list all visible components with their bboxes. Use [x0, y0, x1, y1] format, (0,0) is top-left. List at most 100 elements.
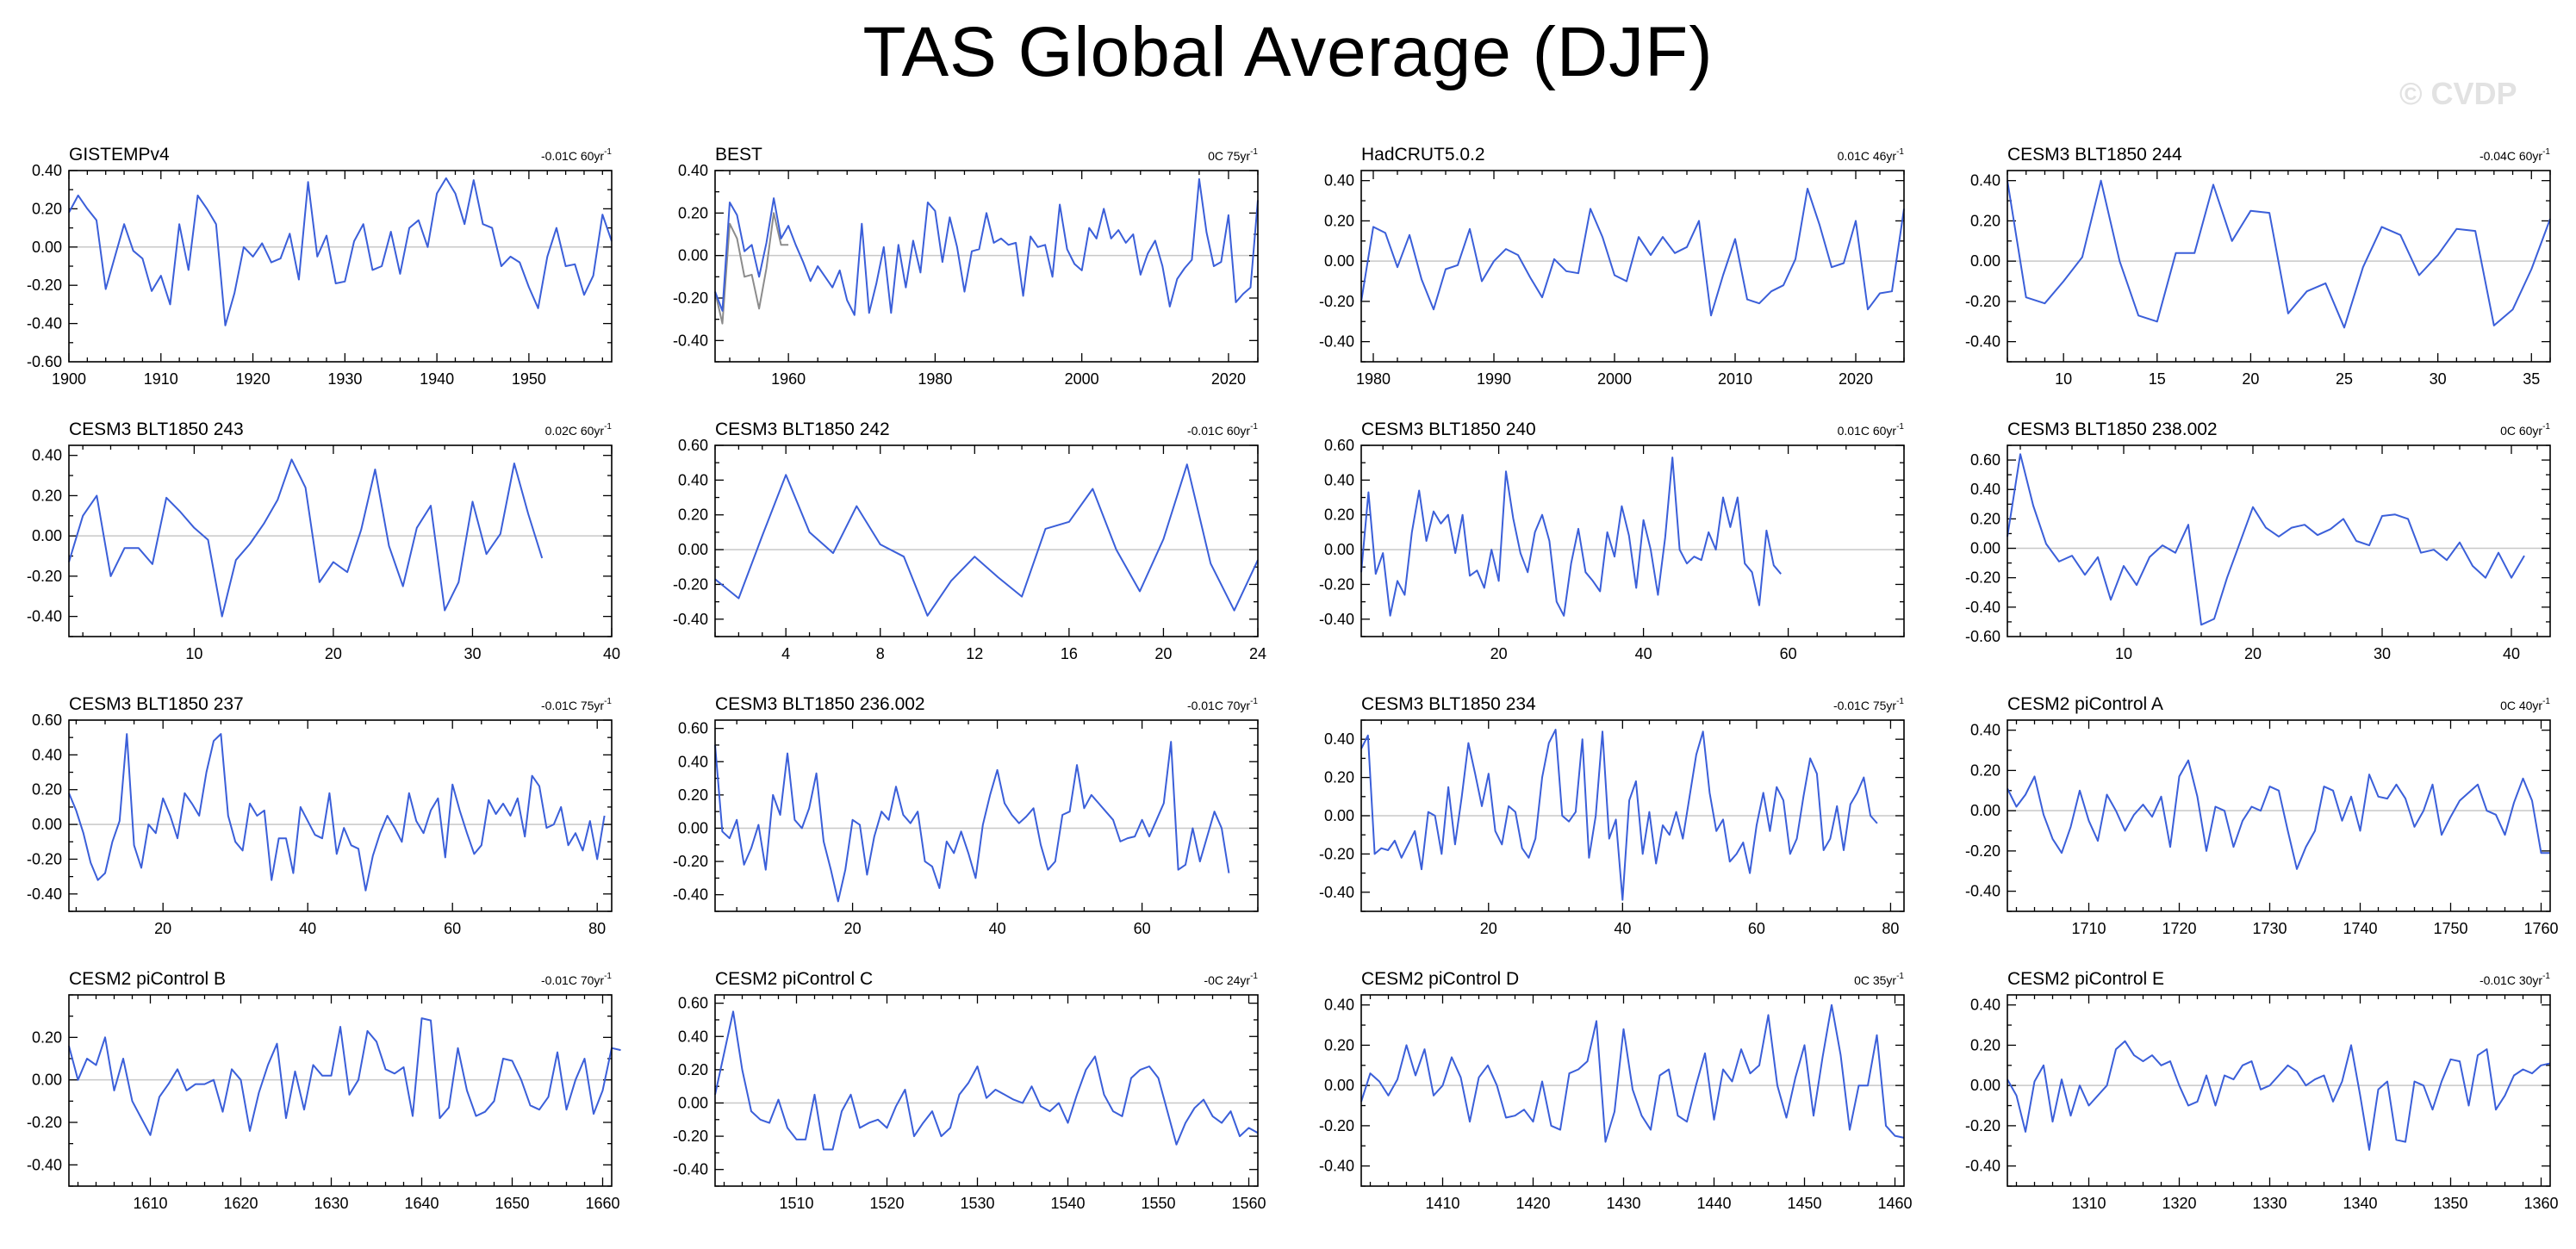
x-tick-label: 2000 [1597, 370, 1632, 388]
y-tick-label: 0.60 [678, 995, 708, 1012]
y-tick-label: -0.20 [673, 1128, 708, 1145]
series-line [1360, 729, 1878, 901]
y-tick-label: -0.40 [673, 886, 708, 904]
panel-trend-label: -0.01C 70yr-1 [1187, 697, 1258, 712]
y-tick-label: 0.00 [32, 527, 62, 544]
y-tick-label: 0.20 [32, 781, 62, 798]
y-tick-label: -0.20 [1319, 845, 1354, 862]
panel-title: CESM3 BLT1850 243 [69, 419, 244, 439]
y-tick-label: -0.40 [27, 608, 62, 625]
trend-exponent: -1 [2542, 972, 2550, 981]
y-tick-label: 0.00 [678, 541, 708, 558]
x-tick-label: 1730 [2252, 920, 2287, 937]
y-tick-label: 0.20 [32, 200, 62, 217]
panel-trend-label: 0.01C 46yr-1 [1838, 147, 1905, 163]
y-tick-label: 0.20 [1970, 761, 2000, 779]
y-tick-label: -0.40 [1965, 883, 2000, 900]
plot-frame [68, 170, 613, 363]
y-tick-label: -0.40 [1965, 333, 2000, 351]
panel-13: CESM2 piControl B -0.01C 70yr-1 -0.40 -0.20… [27, 969, 621, 1212]
x-tick-label: 1660 [585, 1195, 619, 1212]
y-tick-label: -0.40 [27, 315, 62, 332]
x-tick-label: 40 [1614, 920, 1631, 937]
panel-trend-label: 0C 60yr-1 [2500, 422, 2550, 438]
y-tick-label: -0.40 [27, 885, 62, 903]
y-tick-label: 0.20 [32, 1028, 62, 1046]
x-tick-label: 12 [966, 645, 983, 662]
x-tick-label: 8 [876, 645, 885, 662]
x-tick-label: 1980 [1356, 370, 1391, 388]
trend-exponent: -1 [604, 972, 612, 981]
x-tick-label: 1550 [1141, 1195, 1175, 1212]
y-tick-label: -0.40 [27, 1156, 62, 1173]
x-tick-label: 1740 [2343, 920, 2377, 937]
y-tick-label: -0.40 [673, 332, 708, 349]
y-tick-label: 0.40 [1970, 172, 2000, 190]
x-tick-label: 1540 [1050, 1195, 1085, 1212]
trend-text: 0.02C 60yr [545, 424, 605, 438]
y-tick-label: 0.40 [1324, 997, 1354, 1014]
y-tick-label: 0.60 [678, 720, 708, 737]
x-tick-label: 1960 [771, 370, 806, 388]
x-tick-label: 30 [464, 645, 481, 662]
panel-trend-label: -0.04C 60yr-1 [2480, 147, 2550, 163]
series-line [2007, 453, 2525, 626]
y-tick-label: 0.20 [678, 506, 708, 524]
x-tick-label: 25 [2336, 370, 2353, 388]
x-tick-label: 40 [1635, 645, 1652, 662]
y-tick-label: 0.00 [1324, 1077, 1354, 1094]
y-tick-label: 0.00 [1324, 541, 1354, 558]
x-tick-label: 1420 [1515, 1195, 1550, 1212]
x-tick-label: 20 [2244, 645, 2262, 662]
y-tick-label: 0.40 [1324, 172, 1354, 190]
y-tick-label: 0.00 [32, 1072, 62, 1089]
series-line [714, 177, 1259, 316]
y-tick-label: -0.60 [1965, 628, 2000, 645]
x-tick-label: 1930 [327, 370, 362, 388]
trend-text: 0C 75yr [1208, 149, 1250, 163]
x-tick-label: 60 [1748, 920, 1765, 937]
panel-trend-label: -0C 24yr-1 [1204, 972, 1258, 987]
y-tick-label: 0.20 [1970, 1036, 2000, 1053]
y-tick-label: 0.60 [1970, 451, 2000, 469]
x-tick-label: 20 [2242, 370, 2259, 388]
y-tick-label: 0.20 [678, 204, 708, 221]
panel-title: CESM2 piControl B [69, 969, 226, 989]
x-tick-label: 2020 [1839, 370, 1873, 388]
x-tick-label: 1640 [404, 1195, 439, 1212]
panel-2: BEST 0C 75yr-1 -0.40 -0.20 0.00 0.20 0.40 1960 1… [673, 145, 1259, 388]
y-tick-label: 0.00 [1324, 807, 1354, 824]
y-tick-label: 0.60 [1324, 437, 1354, 454]
trend-exponent: -1 [1896, 147, 1904, 157]
y-tick-label: 0.00 [1970, 540, 2000, 557]
y-tick-label: 0.40 [1970, 997, 2000, 1014]
cvdp-watermark: © CVDP [2399, 76, 2517, 111]
panel-trend-label: 0C 75yr-1 [1208, 147, 1258, 163]
x-tick-label: 60 [1780, 645, 1797, 662]
y-tick-label: 0.00 [678, 247, 708, 264]
series-line [714, 1010, 1259, 1151]
trend-text: -0.01C 75yr [541, 699, 604, 712]
x-tick-label: 20 [1480, 920, 1497, 937]
panel-title: CESM3 BLT1850 234 [1361, 694, 1536, 714]
y-tick-label: -0.20 [673, 289, 708, 307]
panel-trend-label: 0C 40yr-1 [2500, 697, 2550, 712]
panel-title: CESM3 BLT1850 242 [715, 419, 890, 439]
x-tick-label: 16 [1061, 645, 1078, 662]
page-title: TAS Global Average (DJF) [862, 13, 1714, 91]
x-tick-label: 1340 [2343, 1195, 2377, 1212]
y-tick-label: 0.40 [32, 447, 62, 464]
plot-frame [68, 444, 613, 637]
y-tick-label: -0.20 [1965, 842, 2000, 860]
x-tick-label: 1320 [2162, 1195, 2196, 1212]
y-tick-label: 0.20 [1324, 1036, 1354, 1053]
y-tick-label: -0.40 [1319, 884, 1354, 901]
panel-trend-label: 0.02C 60yr-1 [545, 422, 613, 438]
plot-frame [714, 994, 1259, 1187]
x-tick-label: 15 [2149, 370, 2166, 388]
series-line [714, 212, 789, 325]
x-tick-label: 1900 [52, 370, 86, 388]
trend-exponent: -1 [1250, 697, 1258, 706]
y-tick-label: 0.20 [678, 786, 708, 804]
panel-1: GISTEMPv4 -0.01C 60yr-1 -0.60 -0.40 -0.20 0.0… [27, 145, 613, 388]
